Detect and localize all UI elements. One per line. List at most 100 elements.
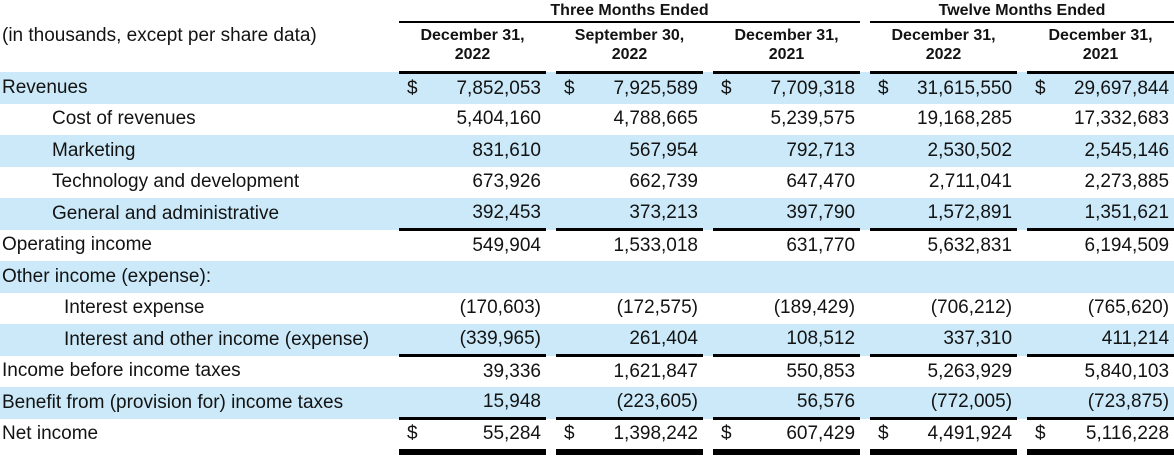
column-gap bbox=[389, 324, 399, 356]
table-row: Other income (expense): bbox=[0, 261, 1174, 293]
table-row: Income before income taxes 39,336 1,621,84… bbox=[0, 356, 1174, 388]
value-cell: 5,404,160 bbox=[456, 108, 541, 130]
value-cell: 411,214 bbox=[1027, 324, 1174, 357]
column-gap bbox=[703, 356, 713, 388]
column-gap bbox=[860, 104, 870, 136]
amount: 5,116,228 bbox=[1085, 423, 1170, 445]
value-cell: (772,005) bbox=[870, 387, 1018, 420]
value-cell bbox=[713, 261, 860, 293]
value-cell: $607,429 bbox=[713, 418, 861, 453]
table-row: Marketing 831,610 567,954 792,713 2,530,502 2… bbox=[0, 135, 1174, 167]
column-gap bbox=[389, 167, 399, 199]
column-header: September 30, 2022 bbox=[556, 22, 703, 74]
column-gap bbox=[703, 135, 713, 167]
amount: 607,429 bbox=[786, 423, 856, 445]
column-gap bbox=[860, 167, 870, 199]
dollar-sign: $ bbox=[1035, 77, 1046, 99]
value-cell: 831,610 bbox=[472, 139, 541, 161]
column-gap bbox=[389, 0, 399, 22]
column-gap bbox=[546, 387, 556, 419]
value-cell: 1,533,018 bbox=[613, 235, 698, 256]
value-cell: 792,713 bbox=[786, 139, 856, 161]
row-label: Cost of revenues bbox=[52, 108, 196, 130]
column-gap bbox=[1017, 104, 1027, 136]
column-gap bbox=[1017, 419, 1027, 451]
value-cell: $29,697,844 bbox=[1027, 72, 1174, 104]
amount: 55,284 bbox=[482, 423, 541, 445]
column-gap bbox=[389, 104, 399, 136]
dollar-sign: $ bbox=[407, 77, 418, 99]
value-cell: 2,545,146 bbox=[1084, 139, 1170, 161]
value-cell: 108,512 bbox=[713, 324, 861, 357]
value-cell: 1,621,847 bbox=[613, 361, 698, 382]
value-cell: 4,788,665 bbox=[613, 108, 698, 130]
column-gap bbox=[1017, 167, 1027, 199]
value-cell: $4,491,924 bbox=[870, 418, 1018, 453]
column-gap bbox=[860, 135, 870, 167]
value-cell: 1,351,621 bbox=[1027, 198, 1174, 231]
column-header: December 31, 2022 bbox=[399, 22, 546, 74]
money-value: $29,697,844 bbox=[1027, 78, 1169, 100]
value-cell: 15,948 bbox=[399, 387, 546, 420]
column-gap bbox=[703, 293, 713, 325]
value-cell: 1,572,891 bbox=[870, 198, 1018, 231]
column-gap bbox=[1017, 356, 1027, 388]
column-gap bbox=[703, 419, 713, 451]
column-header-date: December 31, bbox=[734, 27, 839, 45]
dollar-sign: $ bbox=[878, 77, 889, 99]
table-header: (in thousands, except per share data) Thr… bbox=[0, 0, 1174, 74]
value-cell: 5,840,103 bbox=[1084, 361, 1170, 382]
column-gap bbox=[860, 22, 870, 72]
value-cell: $55,284 bbox=[399, 418, 546, 453]
amount: 29,697,844 bbox=[1073, 77, 1170, 99]
value-cell: (723,875) bbox=[1027, 387, 1174, 420]
row-label: Interest and other income (expense) bbox=[64, 328, 370, 350]
group-header-row: (in thousands, except per share data) Thr… bbox=[0, 0, 1174, 46]
table-body: Revenues $7,852,053 $7,925,589 $7,709,318 $3… bbox=[0, 72, 1174, 453]
row-label: Net income bbox=[2, 423, 99, 445]
amount: 7,709,318 bbox=[770, 77, 856, 99]
value-cell: (223,605) bbox=[556, 387, 703, 420]
value-cell bbox=[399, 261, 546, 293]
column-header: December 31, 2022 bbox=[870, 22, 1018, 74]
column-gap bbox=[1017, 72, 1027, 104]
table-row: Technology and development 673,926 662,739… bbox=[0, 167, 1174, 199]
money-value: $607,429 bbox=[713, 423, 855, 445]
amount: 1,398,242 bbox=[613, 423, 698, 445]
money-value: $5,116,228 bbox=[1027, 423, 1169, 445]
dollar-sign: $ bbox=[564, 77, 575, 99]
column-header-date: December 31, bbox=[420, 27, 525, 45]
value-cell: (706,212) bbox=[930, 297, 1013, 319]
value-cell: 56,576 bbox=[713, 387, 861, 420]
money-value: $7,925,589 bbox=[556, 78, 698, 100]
value-cell: 647,470 bbox=[786, 171, 856, 193]
column-header-year: 2022 bbox=[454, 46, 491, 64]
column-header-year: 2021 bbox=[768, 46, 805, 64]
column-gap bbox=[860, 72, 870, 104]
value-cell: 5,239,575 bbox=[770, 108, 856, 130]
money-value: $4,491,924 bbox=[870, 423, 1012, 445]
column-gap bbox=[546, 104, 556, 136]
table-row: Interest expense (170,603) (172,575) (189,4… bbox=[0, 293, 1174, 325]
column-gap bbox=[1017, 387, 1027, 419]
group-header: Twelve Months Ended bbox=[870, 0, 1174, 23]
column-gap bbox=[703, 104, 713, 136]
column-gap bbox=[860, 261, 870, 293]
column-gap bbox=[1017, 198, 1027, 230]
column-gap bbox=[703, 72, 713, 104]
value-cell: 392,453 bbox=[399, 198, 546, 231]
value-cell: 2,273,885 bbox=[1084, 171, 1170, 193]
column-gap bbox=[860, 419, 870, 451]
column-header: December 31, 2021 bbox=[1027, 22, 1174, 74]
column-header-year: 2021 bbox=[1082, 46, 1119, 64]
column-gap bbox=[546, 198, 556, 230]
column-gap bbox=[703, 22, 713, 72]
date-header-row: December 31, 2022 September 30, 2022 Decembe… bbox=[0, 22, 1174, 74]
column-gap bbox=[1017, 135, 1027, 167]
table-row: Interest and other income (expense) (339,… bbox=[0, 324, 1174, 357]
column-gap bbox=[546, 135, 556, 167]
units-note: (in thousands, except per share data) bbox=[2, 25, 317, 46]
value-cell bbox=[1027, 261, 1174, 293]
column-gap bbox=[389, 72, 399, 104]
column-gap bbox=[389, 198, 399, 230]
